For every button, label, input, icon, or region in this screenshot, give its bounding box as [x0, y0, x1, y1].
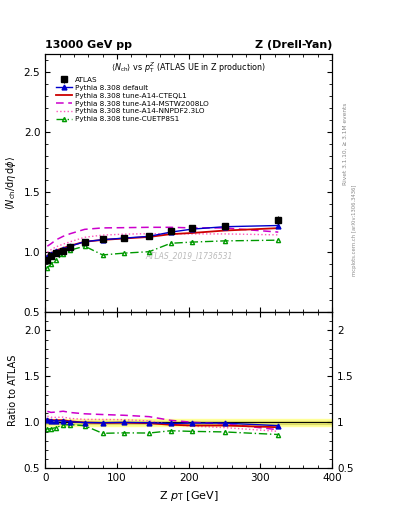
Text: 13000 GeV pp: 13000 GeV pp [45, 40, 132, 50]
Pythia 8.308 default [147, 233, 152, 240]
Pythia 8.308 tune-A14-MSTW2008LO [147, 224, 152, 230]
Pythia 8.308 tune-A14-NNPDF2.3LO [122, 231, 127, 237]
Line: Pythia 8.308 tune-A14-CTEQL1: Pythia 8.308 tune-A14-CTEQL1 [47, 228, 278, 256]
Pythia 8.308 tune-A14-NNPDF2.3LO [222, 231, 227, 237]
Pythia 8.308 tune-A14-MSTW2008LO [68, 230, 73, 237]
Pythia 8.308 tune-A14-MSTW2008LO [61, 233, 66, 240]
Pythia 8.308 tune-CUETP8S1 [122, 250, 127, 256]
Pythia 8.308 tune-A14-CTEQL1 [45, 253, 50, 259]
Pythia 8.308 tune-A14-CTEQL1 [82, 239, 87, 245]
Text: Z (Drell-Yan): Z (Drell-Yan) [255, 40, 332, 50]
Pythia 8.308 tune-CUETP8S1 [68, 247, 73, 253]
Pythia 8.308 default [276, 222, 281, 228]
Line: Pythia 8.308 default: Pythia 8.308 default [45, 223, 281, 259]
Pythia 8.308 tune-A14-NNPDF2.3LO [45, 249, 50, 255]
Pythia 8.308 tune-A14-MSTW2008LO [276, 229, 281, 235]
Text: mcplots.cern.ch [arXiv:1306.3436]: mcplots.cern.ch [arXiv:1306.3436] [352, 185, 357, 276]
Pythia 8.308 tune-A14-MSTW2008LO [53, 237, 58, 243]
Pythia 8.308 tune-A14-NNPDF2.3LO [61, 241, 66, 247]
Pythia 8.308 tune-A14-CTEQL1 [100, 237, 105, 243]
Pythia 8.308 tune-CUETP8S1 [49, 261, 53, 267]
Pythia 8.308 tune-A14-CTEQL1 [168, 231, 173, 237]
Pythia 8.308 tune-CUETP8S1 [168, 240, 173, 246]
Pythia 8.308 tune-A14-MSTW2008LO [100, 225, 105, 231]
Pythia 8.308 tune-A14-NNPDF2.3LO [168, 230, 173, 237]
Pythia 8.308 tune-A14-MSTW2008LO [82, 226, 87, 232]
Pythia 8.308 default [45, 253, 50, 260]
Pythia 8.308 tune-A14-CTEQL1 [68, 243, 73, 249]
Pythia 8.308 tune-CUETP8S1 [276, 237, 281, 243]
Pythia 8.308 tune-CUETP8S1 [61, 251, 66, 258]
Pythia 8.308 default [122, 235, 127, 241]
Pythia 8.308 default [82, 239, 87, 245]
Pythia 8.308 tune-CUETP8S1 [222, 238, 227, 244]
Pythia 8.308 tune-A14-NNPDF2.3LO [53, 244, 58, 250]
Pythia 8.308 tune-A14-CTEQL1 [122, 236, 127, 242]
Pythia 8.308 default [68, 243, 73, 249]
Pythia 8.308 tune-A14-MSTW2008LO [168, 224, 173, 230]
Pythia 8.308 tune-A14-CTEQL1 [190, 230, 195, 236]
Pythia 8.308 tune-A14-CTEQL1 [49, 250, 53, 257]
Pythia 8.308 default [222, 224, 227, 230]
Pythia 8.308 default [53, 248, 58, 254]
Pythia 8.308 tune-A14-MSTW2008LO [122, 225, 127, 231]
Pythia 8.308 tune-A14-MSTW2008LO [222, 225, 227, 231]
Pythia 8.308 tune-CUETP8S1 [190, 239, 195, 245]
Pythia 8.308 tune-A14-MSTW2008LO [190, 225, 195, 231]
Pythia 8.308 tune-A14-CTEQL1 [222, 227, 227, 233]
Pythia 8.308 tune-A14-NNPDF2.3LO [147, 230, 152, 237]
Pythia 8.308 tune-A14-CTEQL1 [53, 247, 58, 253]
Pythia 8.308 tune-CUETP8S1 [100, 252, 105, 258]
Pythia 8.308 tune-A14-NNPDF2.3LO [49, 247, 53, 253]
Pythia 8.308 tune-CUETP8S1 [45, 265, 50, 271]
Pythia 8.308 tune-A14-MSTW2008LO [45, 243, 50, 249]
Pythia 8.308 tune-A14-CTEQL1 [61, 245, 66, 251]
Pythia 8.308 default [190, 226, 195, 232]
Legend: ATLAS, Pythia 8.308 default, Pythia 8.308 tune-A14-CTEQL1, Pythia 8.308 tune-A14: ATLAS, Pythia 8.308 default, Pythia 8.30… [55, 75, 210, 124]
Y-axis label: Ratio to ATLAS: Ratio to ATLAS [8, 354, 18, 426]
Pythia 8.308 default [49, 251, 53, 257]
Pythia 8.308 tune-A14-NNPDF2.3LO [100, 232, 105, 238]
Line: Pythia 8.308 tune-A14-NNPDF2.3LO: Pythia 8.308 tune-A14-NNPDF2.3LO [47, 233, 278, 252]
Pythia 8.308 tune-A14-NNPDF2.3LO [276, 232, 281, 238]
Pythia 8.308 default [168, 229, 173, 235]
Pythia 8.308 default [61, 246, 66, 252]
Text: $\langle N_\mathrm{ch}\rangle$ vs $p_\mathrm{T}^Z$ (ATLAS UE in Z production): $\langle N_\mathrm{ch}\rangle$ vs $p_\ma… [111, 60, 266, 75]
Pythia 8.308 default [100, 237, 105, 243]
Pythia 8.308 tune-A14-NNPDF2.3LO [190, 231, 195, 237]
Pythia 8.308 tune-A14-MSTW2008LO [49, 241, 53, 247]
Pythia 8.308 tune-A14-CTEQL1 [147, 234, 152, 240]
Line: Pythia 8.308 tune-A14-MSTW2008LO: Pythia 8.308 tune-A14-MSTW2008LO [47, 227, 278, 246]
Pythia 8.308 tune-CUETP8S1 [82, 243, 87, 249]
Text: Rivet 3.1.10, ≥ 3.1M events: Rivet 3.1.10, ≥ 3.1M events [343, 102, 348, 184]
Pythia 8.308 tune-A14-NNPDF2.3LO [68, 239, 73, 245]
Line: Pythia 8.308 tune-CUETP8S1: Pythia 8.308 tune-CUETP8S1 [45, 238, 280, 270]
Text: ATLAS_2019_I1736531: ATLAS_2019_I1736531 [145, 251, 232, 260]
Pythia 8.308 tune-CUETP8S1 [53, 257, 58, 263]
X-axis label: Z $p_\mathrm{T}$ [GeV]: Z $p_\mathrm{T}$ [GeV] [159, 489, 219, 503]
Pythia 8.308 tune-CUETP8S1 [147, 249, 152, 255]
Pythia 8.308 tune-A14-CTEQL1 [276, 225, 281, 231]
Y-axis label: $\langle N_\mathrm{ch}/\mathrm{d}\eta\,\mathrm{d}\phi\rangle$: $\langle N_\mathrm{ch}/\mathrm{d}\eta\,\… [4, 156, 18, 210]
Pythia 8.308 tune-A14-NNPDF2.3LO [82, 234, 87, 240]
